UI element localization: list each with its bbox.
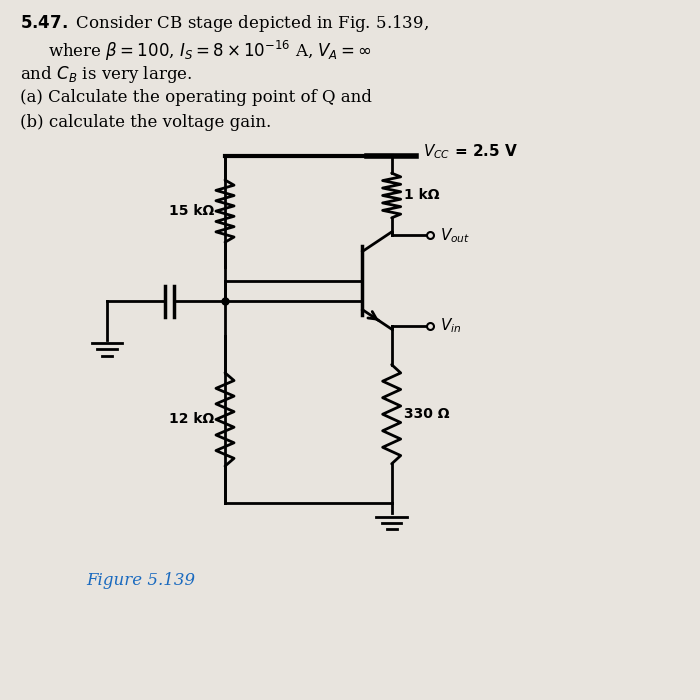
- Text: $V_{out}$: $V_{out}$: [440, 226, 470, 245]
- Text: (a) Calculate the operating point of Q and: (a) Calculate the operating point of Q a…: [20, 89, 372, 106]
- Text: 15 kΩ: 15 kΩ: [169, 204, 215, 218]
- Text: $V_{in}$: $V_{in}$: [440, 316, 462, 335]
- Text: where $\beta = 100$, $I_S = 8 \times 10^{-16}$ A, $V_A = \infty$: where $\beta = 100$, $I_S = 8 \times 10^…: [48, 39, 372, 63]
- Text: 1 kΩ: 1 kΩ: [404, 188, 440, 202]
- Text: $V_{CC}$ = 2.5 V: $V_{CC}$ = 2.5 V: [423, 143, 518, 162]
- Text: $\mathbf{5.47.}$ Consider CB stage depicted in Fig. 5.139,: $\mathbf{5.47.}$ Consider CB stage depic…: [20, 13, 429, 34]
- Text: 12 kΩ: 12 kΩ: [169, 412, 215, 426]
- Text: and $C_B$ is very large.: and $C_B$ is very large.: [20, 64, 193, 85]
- Text: (b) calculate the voltage gain.: (b) calculate the voltage gain.: [20, 114, 272, 131]
- Text: 330 Ω: 330 Ω: [404, 407, 449, 421]
- Text: Figure 5.139: Figure 5.139: [86, 572, 195, 589]
